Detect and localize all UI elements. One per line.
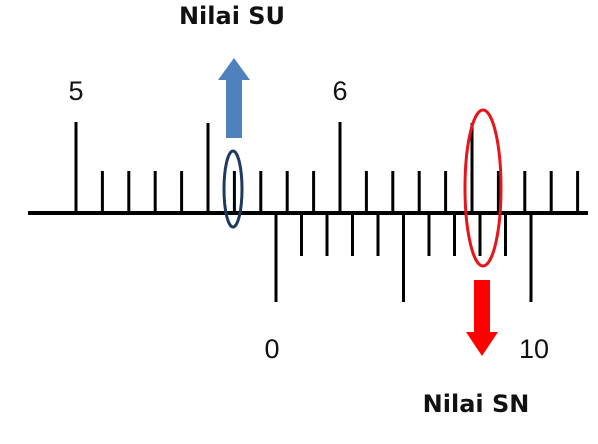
vernier-scale-label-0: 0: [264, 334, 279, 364]
su-alignment-marker: [222, 149, 244, 229]
main-scale-ticks: [74, 122, 580, 213]
arrow-down-icon: [466, 280, 498, 356]
arrow-up-icon: [218, 58, 250, 138]
sn-value-label: Nilai SN: [423, 390, 530, 418]
main-scale-label-5: 5: [68, 76, 83, 106]
vernier-scale-label-10: 10: [519, 334, 549, 364]
main-scale-label-6: 6: [332, 76, 347, 106]
sn-alignment-marker: [463, 108, 503, 268]
vernier-scale-ticks: [274, 213, 533, 302]
su-value-label: Nilai SU: [179, 2, 285, 30]
